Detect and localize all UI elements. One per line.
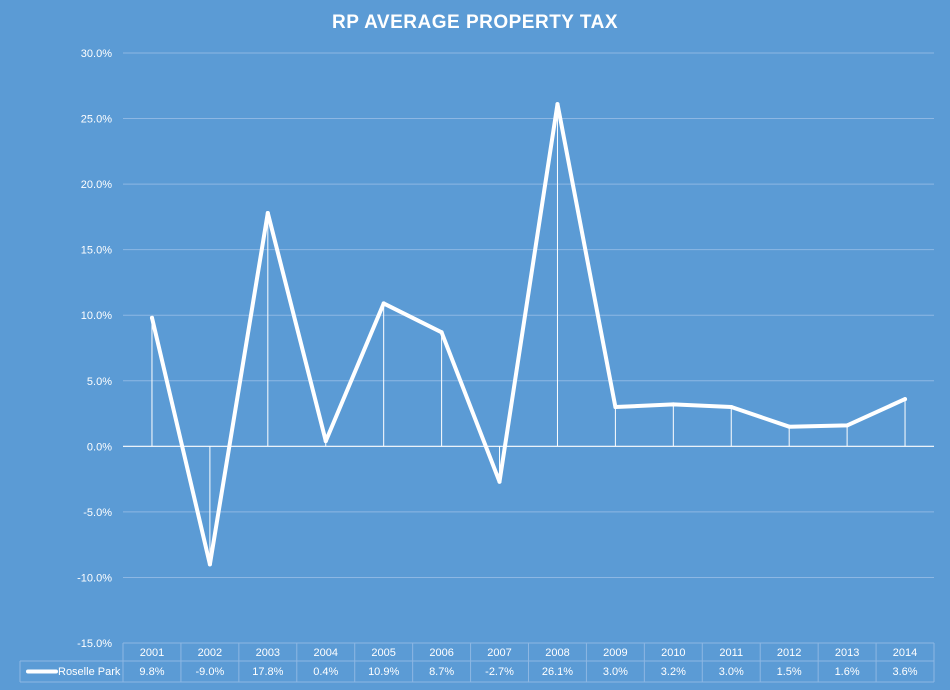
data-point — [207, 562, 212, 567]
table-value-label: 1.5% — [777, 666, 802, 678]
data-point — [497, 479, 502, 484]
y-tick-label: 30.0% — [81, 48, 112, 60]
table-value-label: 3.0% — [603, 666, 628, 678]
y-tick-label: 0.0% — [87, 441, 112, 453]
x-category-label: 2009 — [603, 647, 627, 659]
y-tick-label: -15.0% — [77, 638, 112, 650]
data-point — [787, 424, 792, 429]
table-value-label: -9.0% — [196, 666, 225, 678]
y-tick-label: -5.0% — [83, 507, 112, 519]
data-point — [265, 210, 270, 215]
x-category-label: 2012 — [777, 647, 801, 659]
x-category-label: 2008 — [545, 647, 569, 659]
y-tick-label: 10.0% — [81, 310, 112, 322]
data-point — [903, 397, 908, 402]
x-category-label: 2003 — [256, 647, 280, 659]
table-value-label: 1.6% — [835, 666, 860, 678]
series-line-roselle-park — [150, 102, 907, 567]
x-category-label: 2011 — [719, 647, 743, 659]
data-point — [671, 402, 676, 407]
x-category-label: 2002 — [198, 647, 222, 659]
x-category-label: 2013 — [835, 647, 859, 659]
data-point — [555, 102, 560, 107]
table-value-label: 3.2% — [661, 666, 686, 678]
legend-series-name: Roselle Park — [58, 666, 121, 678]
y-tick-label: 20.0% — [81, 179, 112, 191]
table-value-label: 3.0% — [719, 666, 744, 678]
data-point — [845, 423, 850, 428]
x-category-label: 2014 — [893, 647, 917, 659]
table-value-label: 17.8% — [252, 666, 283, 678]
data-point — [729, 405, 734, 409]
table-value-label: 26.1% — [542, 666, 573, 678]
table-value-label: 9.8% — [139, 666, 164, 678]
x-category-label: 2007 — [487, 647, 511, 659]
y-tick-label: -10.0% — [77, 572, 112, 584]
x-category-label: 2001 — [140, 647, 164, 659]
table-value-label: 10.9% — [368, 666, 399, 678]
y-tick-label: 15.0% — [81, 245, 112, 257]
x-category-label: 2006 — [429, 647, 453, 659]
y-tick-label: 25.0% — [81, 114, 112, 126]
table-value-label: -2.7% — [485, 666, 514, 678]
data-point — [381, 301, 386, 306]
table-value-label: 3.6% — [892, 666, 917, 678]
y-tick-label: 5.0% — [87, 376, 112, 388]
x-category-label: 2005 — [371, 647, 395, 659]
table-value-label: 8.7% — [429, 666, 454, 678]
data-point — [323, 439, 328, 444]
x-category-label: 2010 — [661, 647, 685, 659]
data-point — [149, 315, 154, 320]
x-category-label: 2004 — [314, 647, 338, 659]
chart-title: RP AVERAGE PROPERTY TAX — [332, 12, 618, 33]
data-point — [613, 405, 618, 409]
table-value-label: 0.4% — [313, 666, 338, 678]
data-point — [439, 330, 444, 335]
